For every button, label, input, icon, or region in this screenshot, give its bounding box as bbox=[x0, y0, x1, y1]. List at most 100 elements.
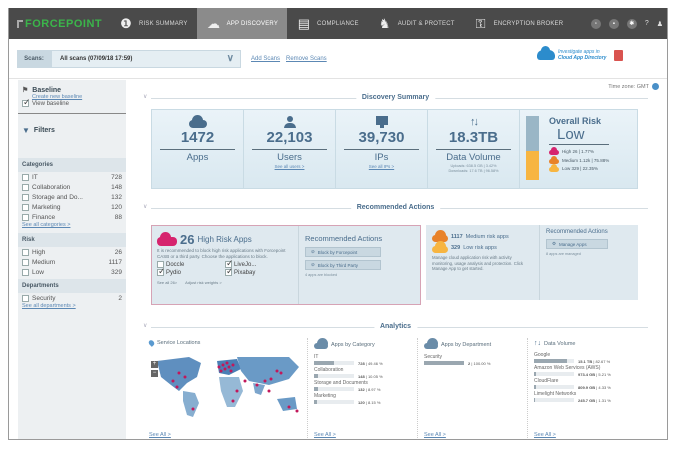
bar-item[interactable]: 973.4 GB | 5.21 % bbox=[534, 371, 652, 377]
high-risk-app-item[interactable]: LiveJo... bbox=[225, 258, 293, 269]
collapse-chevron-icon[interactable]: ∨ bbox=[143, 204, 148, 210]
tab-compliance[interactable]: ▤ COMPLIANCE bbox=[287, 8, 368, 39]
agent-icon: ♞ bbox=[378, 15, 391, 31]
risk-cloud-icon bbox=[549, 155, 559, 164]
analytics-header[interactable]: ∨ Analytics bbox=[143, 323, 648, 331]
filter-item[interactable]: High 26 bbox=[18, 247, 126, 257]
see-all-categories-link[interactable]: See all categories > bbox=[22, 222, 71, 228]
high-risk-app-item[interactable]: Pydio bbox=[157, 266, 225, 277]
block-by-forcepoint-button[interactable]: ⊘ Block by Forcepoint bbox=[305, 247, 381, 257]
see-all-users-link[interactable]: See all users > bbox=[274, 164, 305, 169]
clock-icon[interactable] bbox=[652, 83, 659, 90]
timezone-label: Time zone: GMT bbox=[608, 83, 649, 90]
filter-item[interactable]: Security 2 bbox=[18, 293, 126, 303]
bar-item-label: Security bbox=[424, 354, 443, 360]
collapse-chevron-icon[interactable]: ∨ bbox=[143, 94, 148, 100]
recommended-actions-header[interactable]: ∨ Recommended Actions bbox=[143, 204, 648, 212]
checkbox[interactable] bbox=[22, 193, 29, 201]
filter-item[interactable]: Marketing 120 bbox=[18, 202, 126, 212]
see-all-departments-analytics-link[interactable]: See All > bbox=[424, 432, 446, 438]
see-all-ips-link[interactable]: See all IPs > bbox=[368, 164, 395, 169]
filter-item[interactable]: Finance 88 bbox=[18, 212, 126, 222]
bar-item[interactable]: 245.7 GB | 1.31 % bbox=[534, 397, 652, 403]
block-by-third-party-button[interactable]: ⊘ Block by Third Party bbox=[305, 260, 381, 270]
see-all-volume-link[interactable]: See All > bbox=[534, 432, 556, 438]
filter-item[interactable]: Low 329 bbox=[18, 267, 126, 277]
checkbox[interactable] bbox=[22, 203, 29, 211]
tab-app-discovery[interactable]: ☁ APP DISCOVERY bbox=[196, 8, 288, 39]
bar-value: 728 | 49.46 % bbox=[358, 360, 383, 366]
manage-apps-button[interactable]: ⚙ Manage Apps bbox=[546, 239, 608, 249]
reports-icon[interactable]: ▪ bbox=[608, 18, 619, 29]
checkbox[interactable] bbox=[22, 248, 29, 256]
see-all-high-risk-link[interactable]: See all 26> bbox=[157, 280, 178, 285]
settings-icon[interactable]: ✱ bbox=[626, 18, 637, 29]
help-icon[interactable]: ? bbox=[644, 20, 649, 27]
high-risk-app-item[interactable]: Doccle bbox=[157, 261, 225, 268]
see-all-categories-analytics-link[interactable]: See All > bbox=[314, 432, 336, 438]
tab-risk-summary[interactable]: ❶ RISK SUMMARY bbox=[109, 8, 197, 39]
view-baseline-checkbox[interactable]: View baseline bbox=[22, 97, 120, 108]
scans-label: Scans: bbox=[17, 50, 51, 68]
tab-audit-protect[interactable]: ♞ AUDIT & PROTECT bbox=[368, 8, 464, 39]
remove-scans-link[interactable]: Remove Scans bbox=[286, 56, 327, 62]
see-all-departments-link[interactable]: See all departments > bbox=[22, 303, 76, 309]
bar-fill bbox=[534, 398, 535, 402]
section-title: Discovery Summary bbox=[355, 94, 436, 101]
bar-value-pct: 82.67 % bbox=[595, 358, 611, 364]
bar-item[interactable]: 2 | 100.00 % bbox=[424, 360, 521, 366]
scans-select[interactable]: All scans (07/09/18 17:59) ∨ bbox=[51, 50, 241, 68]
map-zoom-out-button[interactable]: − bbox=[151, 370, 158, 377]
checkbox[interactable] bbox=[22, 213, 29, 221]
checkbox[interactable] bbox=[22, 97, 31, 108]
create-baseline-link[interactable]: Create new baseline bbox=[32, 94, 83, 100]
cloud-app-directory-link[interactable]: Investigate apps in Cloud App Directory bbox=[537, 46, 624, 61]
forcepoint-logo[interactable]: FORCEPOINT bbox=[9, 18, 109, 30]
filter-item-label: Medium bbox=[32, 258, 56, 266]
discovery-summary-header[interactable]: ∨ Discovery Summary bbox=[143, 94, 648, 102]
apps-stat[interactable]: 1472 Apps bbox=[152, 110, 244, 188]
chevron-down-icon: ∨ bbox=[226, 53, 234, 64]
add-scans-link[interactable]: Add Scans bbox=[251, 56, 281, 62]
world-map[interactable]: + − bbox=[149, 351, 309, 423]
collapse-chevron-icon[interactable]: ∨ bbox=[143, 323, 148, 329]
tab-label: COMPLIANCE bbox=[317, 20, 359, 27]
bar-item[interactable]: 120 | 8.15 % bbox=[314, 399, 411, 405]
checkbox[interactable] bbox=[157, 266, 166, 277]
filter-item-label: Marketing bbox=[32, 203, 61, 211]
notes-icon[interactable]: ▫ bbox=[590, 18, 601, 29]
risk-legend-item: High 26 | 1.77% bbox=[549, 147, 609, 155]
filter-item[interactable]: Medium 1117 bbox=[18, 257, 126, 267]
bar-item[interactable]: 148 | 10.05 % bbox=[314, 373, 411, 379]
map-zoom-in-button[interactable]: + bbox=[151, 361, 158, 368]
pdf-export-icon[interactable] bbox=[614, 49, 624, 61]
checkbox[interactable] bbox=[22, 294, 29, 302]
section-title: Analytics bbox=[373, 323, 418, 330]
bar-item[interactable]: 728 | 49.46 % bbox=[314, 360, 411, 366]
overall-risk: Overall Risk Low High 26 | 1.77% Medium 1… bbox=[520, 110, 637, 188]
top-navigation: FORCEPOINT ❶ RISK SUMMARY ☁ APP DISCOVER… bbox=[9, 8, 667, 39]
filter-item[interactable]: IT 728 bbox=[18, 172, 126, 182]
bar-item[interactable]: 132 | 8.97 % bbox=[314, 386, 411, 392]
see-all-locations-link[interactable]: See All > bbox=[149, 432, 171, 438]
filter-item[interactable]: Collaboration 148 bbox=[18, 182, 126, 192]
checkbox[interactable] bbox=[22, 268, 29, 276]
bar-value-number: 15.1 TB bbox=[578, 358, 593, 364]
bar-item[interactable]: 15.1 TB | 82.67 % bbox=[534, 358, 652, 364]
user-icon[interactable]: ♟ bbox=[656, 20, 663, 28]
category-bars: IT 728 | 49.46 % Collaboration 148 | 10.05 … bbox=[314, 354, 411, 405]
tab-encryption-broker[interactable]: ⚿ ENCRYPTION BROKER bbox=[464, 8, 573, 39]
high-risk-cloud-icon bbox=[157, 232, 177, 246]
filter-item[interactable]: Storage and Do... 132 bbox=[18, 192, 126, 202]
bar-item[interactable]: 809.9 GB | 4.33 % bbox=[534, 384, 652, 390]
bar-value-number: 148 bbox=[358, 373, 365, 379]
checkbox[interactable] bbox=[22, 183, 29, 191]
filters-header: ▼ Filters bbox=[18, 116, 126, 156]
bar-fill bbox=[534, 359, 568, 363]
bar-track bbox=[314, 361, 354, 365]
adjust-risk-weights-link[interactable]: Adjust risk weights > bbox=[185, 280, 222, 285]
checkbox[interactable] bbox=[22, 173, 29, 181]
checkbox[interactable] bbox=[22, 258, 29, 266]
high-risk-app-item[interactable]: Pixabay bbox=[225, 266, 293, 277]
checkbox[interactable] bbox=[225, 266, 234, 277]
